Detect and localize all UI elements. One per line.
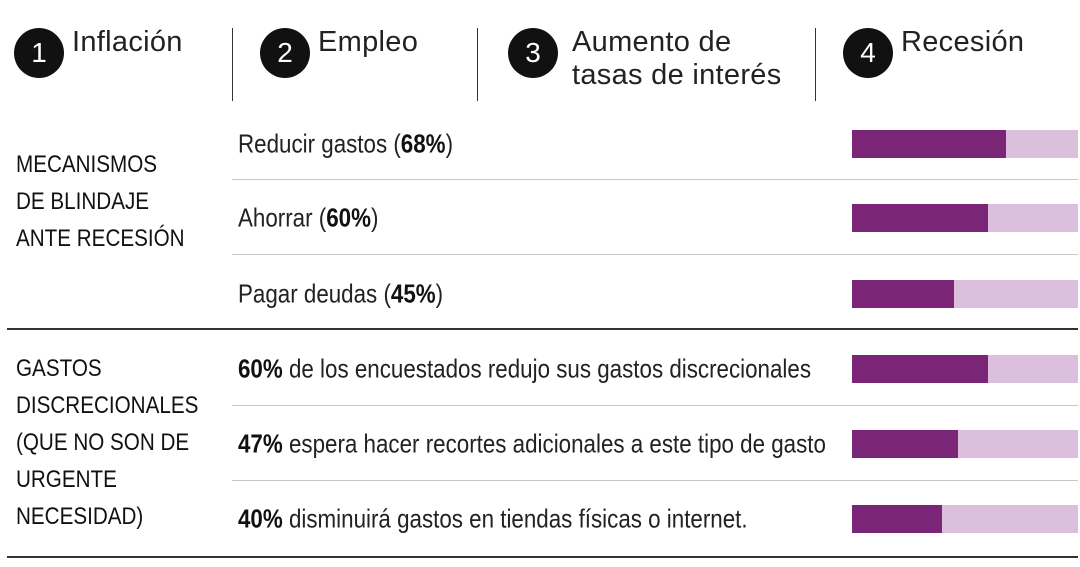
row-divider (232, 254, 1078, 255)
bar-fill (852, 203, 988, 232)
bar-value-label: 47% (238, 428, 283, 458)
number-badge-1: 1 (14, 28, 64, 78)
section-divider (7, 328, 1078, 330)
section-title-line: GASTOS (16, 355, 102, 382)
bar-label: Pagar deudas (45%) (238, 278, 443, 309)
section-title-line: DE BLINDAJE (16, 188, 150, 215)
number-badge-2: 2 (260, 28, 310, 78)
concern-label-line: Aumento de (572, 26, 732, 58)
bar-label-text: de los encuestados redujo sus gastos dis… (282, 353, 812, 383)
concern-label-recession: Recesión (901, 26, 1025, 58)
bar-fill (852, 354, 988, 383)
section-title-line: ANTE RECESIÓN (16, 225, 185, 252)
bar-label-text: Pagar deudas ( (238, 278, 391, 308)
bar-row: 47% espera hacer recortes adicionales a … (232, 406, 1078, 481)
bar-label-text: disminuirá gastos en tiendas físicas o i… (282, 503, 748, 533)
bar-label: 47% espera hacer recortes adicionales a … (238, 428, 826, 459)
bar-row: Reducir gastos (68%) (232, 106, 1078, 181)
bar-row: Pagar deudas (45%) (232, 256, 1078, 331)
number-badge-3: 3 (508, 28, 558, 78)
bar-fill (852, 129, 1006, 158)
number-badge-4: 4 (843, 28, 893, 78)
bar-value-label: 60% (326, 202, 371, 232)
bar-label-text: ) (370, 202, 379, 232)
column-divider (232, 28, 233, 101)
row-divider (232, 405, 1078, 406)
bar-label-text: espera hacer recortes adicionales a este… (282, 428, 826, 458)
section-title-line: MECANISMOS (16, 151, 158, 178)
row-divider (232, 480, 1078, 481)
column-divider (815, 28, 816, 101)
row-divider (232, 179, 1078, 180)
bar-value-label: 45% (390, 278, 436, 308)
bar-label-text: ) (435, 278, 444, 308)
bar-value-label: 68% (400, 128, 446, 158)
bar-row: 40% disminuirá gastos en tiendas físicas… (232, 481, 1078, 556)
concern-label-employment: Empleo (318, 26, 419, 58)
bar-label: 60% de los encuestados redujo sus gastos… (238, 353, 811, 384)
bar-value-label: 40% (238, 503, 283, 533)
bar-label: 40% disminuirá gastos en tiendas físicas… (238, 503, 748, 534)
bar-track (852, 354, 1078, 383)
section-divider (7, 556, 1078, 558)
section-title: GASTOS DISCRECIONALES (QUE NO SON DE URGENT… (16, 350, 198, 535)
bar-label-text: ) (445, 128, 454, 158)
bar-value-label: 60% (238, 353, 283, 383)
bar-label-text: Reducir gastos ( (238, 128, 401, 158)
bar-fill (852, 504, 943, 533)
bar-fill (852, 429, 959, 458)
bar-fill (852, 279, 954, 308)
bar-track (852, 504, 1078, 533)
bar-row: 60% de los encuestados redujo sus gastos… (232, 331, 1078, 406)
section-title-line: NECESIDAD) (16, 503, 144, 530)
section-title-line: (QUE NO SON DE (16, 429, 190, 456)
bar-row: Ahorrar (60%) (232, 180, 1078, 255)
concern-label-inflation: Inflación (72, 26, 183, 58)
concerns-header: 1 Inflación 2 Empleo 3 Aumento de tasas … (0, 0, 1080, 110)
bar-track (852, 279, 1078, 308)
section-title-line: URGENTE (16, 466, 117, 493)
bar-label: Reducir gastos (68%) (238, 128, 453, 159)
bar-track (852, 129, 1078, 158)
bar-label-text: Ahorrar ( (238, 202, 327, 232)
section-title: MECANISMOS DE BLINDAJE ANTE RECESIÓN (16, 146, 185, 257)
bar-label: Ahorrar (60%) (238, 202, 378, 233)
bar-track (852, 429, 1078, 458)
concern-label-line: tasas de interés (572, 59, 782, 91)
section-title-line: DISCRECIONALES (16, 392, 199, 419)
bar-track (852, 203, 1078, 232)
concern-label-interest-rates: Aumento de tasas de interés (572, 26, 782, 92)
column-divider (477, 28, 478, 101)
